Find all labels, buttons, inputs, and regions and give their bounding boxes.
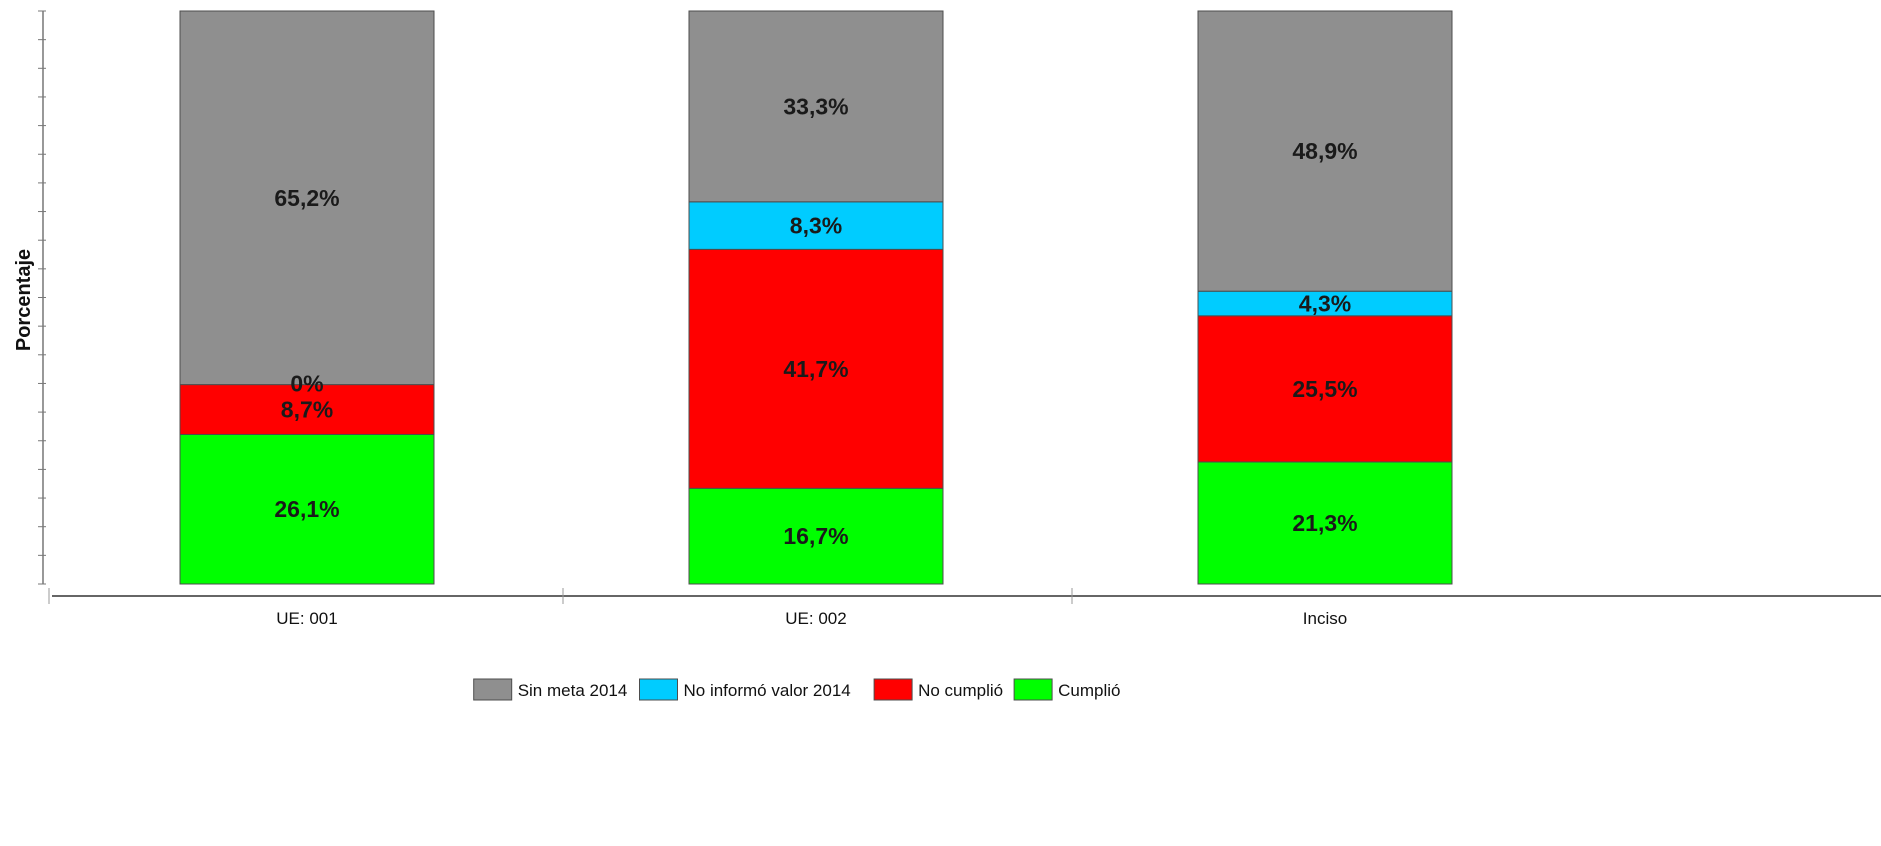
axis-layer: UE: 001 UE: 002 Inciso [38, 10, 1881, 628]
data-label: 26,1% [274, 496, 339, 522]
data-labels-layer: 26,1% 8,7%0% 65,2% 16,7% 41,7% 8,3% 33,3% 21,3%… [274, 93, 1357, 549]
data-label: 25,5% [1292, 376, 1357, 402]
legend-swatch [639, 678, 678, 701]
legend-swatch [1013, 678, 1053, 701]
x-tick-label: Inciso [1303, 609, 1347, 628]
bars-layer [179, 10, 1453, 585]
legend-label: Cumplió [1058, 681, 1120, 700]
data-label: 48,9% [1292, 138, 1357, 164]
data-label: 65,2% [274, 185, 339, 211]
data-label: 0% [290, 371, 323, 397]
legend-swatch [473, 678, 513, 701]
bar-segment [179, 433, 435, 585]
legend: Sin meta 2014 No informó valor 2014 No cum… [473, 678, 1120, 701]
bar-segment [1197, 315, 1453, 463]
data-label: 16,7% [783, 523, 848, 549]
legend-swatch [873, 678, 913, 701]
x-tick-label: UE: 002 [785, 609, 846, 628]
x-tick-label: UE: 001 [276, 609, 337, 628]
data-label: 8,7% [281, 397, 333, 423]
bar-segment [1197, 10, 1453, 292]
bar-segment [688, 248, 944, 489]
bar-segment [688, 201, 944, 250]
bar-segment [688, 10, 944, 203]
bar-segment [179, 10, 435, 386]
y-axis-title: Porcentaje [13, 249, 35, 351]
data-label: 21,3% [1292, 510, 1357, 536]
legend-label: No cumplió [918, 681, 1003, 700]
legend-label: No informó valor 2014 [684, 681, 851, 700]
bar-segment [179, 384, 435, 435]
bar-segment [1197, 290, 1453, 317]
data-label: 8,3% [790, 213, 842, 239]
data-label: 33,3% [783, 93, 848, 119]
bar-segment [688, 487, 944, 585]
bar-segment [1197, 461, 1453, 585]
data-label: 4,3% [1299, 291, 1351, 317]
legend-label: Sin meta 2014 [518, 681, 628, 700]
data-label: 41,7% [783, 356, 848, 382]
